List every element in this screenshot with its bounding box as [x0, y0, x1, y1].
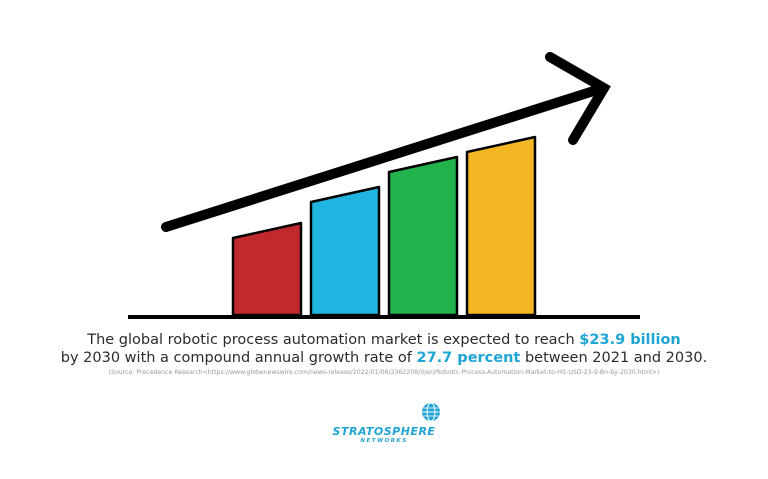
bar-1 [231, 221, 303, 317]
growth-rate-highlight: 27.7 percent [416, 350, 521, 366]
growth-arrow [161, 52, 611, 232]
caption-text: by 2030 with a compound annual growth ra… [60, 350, 417, 366]
bar-2 [309, 185, 381, 317]
logo-subtitle: NETWORKS [360, 438, 408, 444]
bar-4 [465, 135, 537, 317]
growth-chart-illustration [128, 52, 640, 319]
caption-line-2: by 2030 with a compound annual growth ra… [0, 350, 768, 367]
source-citation: (Source: Precedence Research<https://www… [108, 369, 660, 376]
caption-line-1: The global robotic process automation ma… [0, 332, 768, 349]
bars-group [231, 135, 537, 317]
caption-text: between 2021 and 2030. [520, 350, 708, 366]
globe-icon [422, 402, 440, 422]
bar-3 [387, 155, 459, 317]
logo-name: STRATOSPHERE [332, 425, 436, 438]
caption-text: The global robotic process automation ma… [87, 332, 580, 348]
market-value-highlight: $23.9 billion [579, 332, 681, 348]
